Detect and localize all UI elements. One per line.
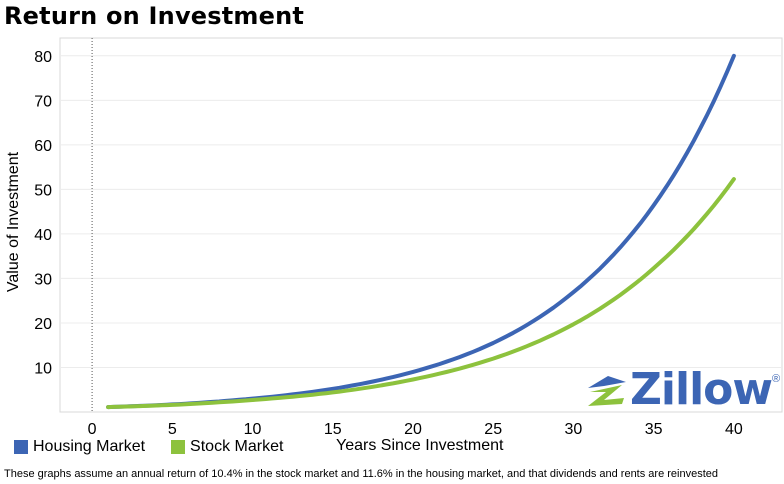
watermark-text: Zillow [630,364,772,415]
x-tick-label: 10 [244,421,262,438]
x-tick-label: 35 [645,421,663,438]
x-tick-label: 15 [324,421,342,438]
x-axis-label: Years Since Investment [336,437,504,454]
legend-item-housing: Housing Market [14,438,145,456]
legend-label-stock: Stock Market [190,438,284,455]
plot-area [59,37,783,413]
y-tick-label: 80 [34,49,52,66]
y-tick-label: 30 [34,271,52,288]
x-tick-label: 5 [168,421,177,438]
legend-label-housing: Housing Market [33,438,146,455]
y-tick-label: 60 [34,138,52,155]
y-tick-label: 70 [34,93,52,110]
zillow-logo: Zillow ® [588,364,780,415]
x-tick-label: 20 [404,421,422,438]
legend-item-stock: Stock Market [171,438,283,456]
legend-swatch-housing [14,440,28,454]
y-tick-label: 40 [34,227,52,244]
legend-swatch-stock [171,440,186,454]
x-tick-label: 30 [565,421,583,438]
logo-roof-bottom [588,385,624,406]
x-tick-label: 25 [484,421,502,438]
series-line-housing [106,53,736,410]
x-tick-label: 0 [88,421,97,438]
x-tick-label: 40 [725,421,743,438]
y-axis-label: Value of Investment [5,151,22,292]
chart-title: Return on Investment [4,2,305,30]
legend: Housing Market Stock Market [14,438,309,456]
series-line-stock [106,177,736,410]
y-tick-label: 20 [34,316,52,333]
y-tick-label: 10 [34,360,52,377]
y-tick-label: 50 [34,182,52,199]
watermark-registered-mark: ® [772,373,780,385]
logo-roof-top [588,376,626,388]
footnote: These graphs assume an annual return of … [4,468,719,480]
